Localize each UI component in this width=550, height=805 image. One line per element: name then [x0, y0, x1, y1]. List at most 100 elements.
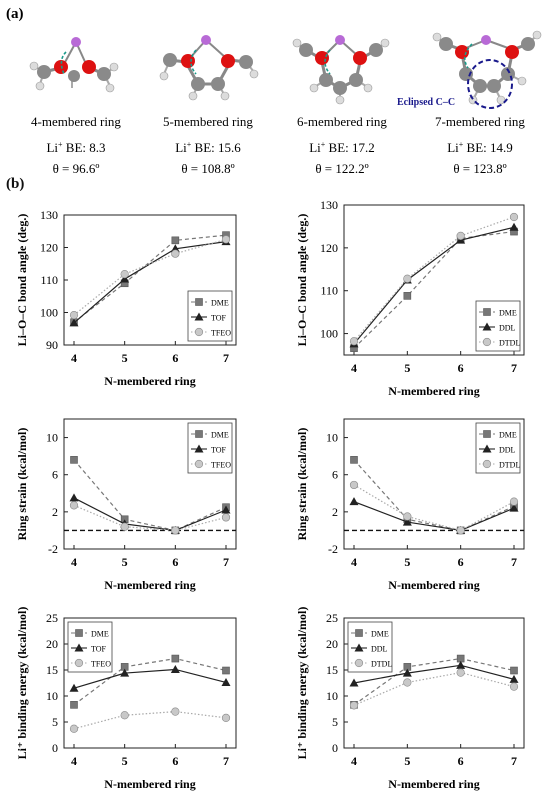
legend-label: TFEO: [91, 660, 111, 669]
y-tick-label: -2: [48, 542, 58, 556]
x-axis-label: N-membered ring: [104, 777, 195, 791]
be-caption-7: Li+ BE: 14.9: [447, 140, 513, 155]
hydrogen-atom: [380, 38, 390, 48]
lithium-atom: [201, 35, 211, 45]
lithium-atom: [71, 37, 81, 47]
y-tick-label: 100: [40, 306, 58, 320]
theta-caption-7: θ = 123.8º: [453, 161, 506, 175]
data-point-tof: [69, 683, 79, 692]
x-axis-label: N-membered ring: [104, 578, 195, 592]
molecule-5-ring: [159, 35, 259, 101]
data-point-tfeo: [171, 707, 180, 716]
x-tick-label: 5: [122, 754, 128, 768]
legend-marker: [354, 658, 364, 668]
molecule-6-ring: [292, 35, 390, 105]
x-tick-label: 5: [404, 361, 410, 375]
hydrogen-atom: [432, 32, 442, 42]
hydrogen-atom: [35, 81, 45, 91]
legend: DME TOF TFEO: [187, 422, 233, 474]
data-point-dtdl: [456, 526, 465, 535]
series-line-dtdl: [353, 671, 515, 706]
x-tick-label: 6: [458, 754, 464, 768]
chart-5: 0 5 10 15 20 25 4 5 6 7 N-membered ring Li⁺ binding…: [15, 607, 237, 791]
plot-frame: [63, 418, 237, 550]
data-point-dme: [403, 292, 412, 300]
x-tick-label: 4: [351, 361, 357, 375]
be-caption-6: Li+ BE: 17.2: [309, 140, 375, 155]
y-tick-label: 0: [332, 741, 338, 755]
molecule-panel: (a): [6, 6, 542, 175]
legend: DME DDL DTDL: [347, 621, 392, 673]
data-point-tfeo: [221, 713, 231, 722]
x-tick-label: 6: [172, 754, 178, 768]
y-tick-label: 130: [40, 208, 58, 222]
y-tick-label: 20: [46, 637, 58, 651]
x-tick-label: 6: [458, 555, 464, 569]
theta-caption-6: θ = 122.2º: [315, 161, 368, 175]
x-tick-label: 7: [223, 754, 229, 768]
data-point-ddl: [349, 678, 359, 687]
oxygen-atom: [82, 60, 96, 74]
legend-label: DTDL: [499, 461, 520, 470]
molecule-4-ring: [29, 37, 119, 93]
data-point-tfeo: [221, 513, 231, 522]
y-axis-label: Li–O–C bond angle (deg.): [15, 214, 29, 347]
data-point-tof: [120, 668, 130, 677]
carbon-atom: [319, 73, 333, 87]
y-tick-label: 110: [320, 284, 338, 298]
y-axis-label: Li–O–C bond angle (deg.): [295, 214, 309, 347]
carbon-atom: [487, 79, 501, 93]
y-tick-label: 5: [52, 715, 58, 729]
hydrogen-atom: [292, 38, 302, 48]
x-axis-label: N-membered ring: [104, 374, 195, 388]
y-tick-label: 15: [46, 663, 58, 677]
y-tick-label: 6: [332, 468, 338, 482]
chart-3: -2 2 6 10 4 5 6 7 N-membered ring Ring strain (kc…: [15, 418, 237, 592]
legend: DME DDL DTDL: [475, 422, 520, 474]
eclipsed-ring-highlight: [467, 59, 513, 109]
x-axis-label: N-membered ring: [388, 578, 479, 592]
legend-marker: [194, 459, 204, 469]
x-tick-label: 6: [172, 555, 178, 569]
oxygen-atom: [353, 51, 367, 65]
data-point-dtdl: [403, 274, 412, 283]
data-point-dme: [171, 654, 180, 663]
data-point-tfeo: [69, 501, 79, 510]
chart-1: 90 100 110 120 130 4 5 6 7 N-membered ring Li–O–C …: [15, 208, 237, 388]
ring-caption-5: 5-membered ring: [163, 114, 253, 129]
y-tick-label: 120: [40, 241, 58, 255]
legend-marker: [194, 312, 204, 321]
x-tick-label: 7: [511, 555, 517, 569]
x-tick-label: 4: [351, 555, 357, 569]
carbon-atom: [37, 65, 51, 79]
data-point-dtdl: [509, 212, 519, 222]
x-tick-label: 7: [511, 361, 517, 375]
y-tick-label: 120: [320, 241, 338, 255]
carbon-atom: [239, 55, 253, 69]
x-axis-label: N-membered ring: [388, 777, 479, 791]
carbon-atom: [68, 70, 80, 82]
data-point-tfeo: [221, 235, 231, 244]
lithium-atom: [335, 35, 345, 45]
x-tick-label: 7: [223, 351, 229, 365]
data-point-dme: [70, 701, 78, 709]
carbon-atom: [163, 53, 177, 67]
legend: DME DDL DTDL: [475, 300, 520, 352]
data-point-tof: [120, 274, 130, 283]
y-tick-label: 10: [326, 689, 338, 703]
data-point-ddl: [509, 222, 519, 231]
data-point-tfeo: [171, 526, 180, 535]
x-tick-label: 5: [122, 351, 128, 365]
carbon-atom: [349, 73, 363, 87]
data-point-tof: [69, 493, 79, 502]
angle-arc: [190, 49, 197, 75]
legend-label: DME: [371, 630, 389, 639]
hydrogen-atom: [532, 30, 542, 40]
series-line-dme: [73, 657, 227, 706]
data-point-ddl: [349, 497, 359, 506]
legend-label: TFEO: [211, 461, 231, 470]
y-axis-label: Li⁺ binding energy (kcal/mol): [15, 607, 29, 760]
hydrogen-atom: [249, 69, 259, 79]
y-tick-label: 20: [326, 637, 338, 651]
